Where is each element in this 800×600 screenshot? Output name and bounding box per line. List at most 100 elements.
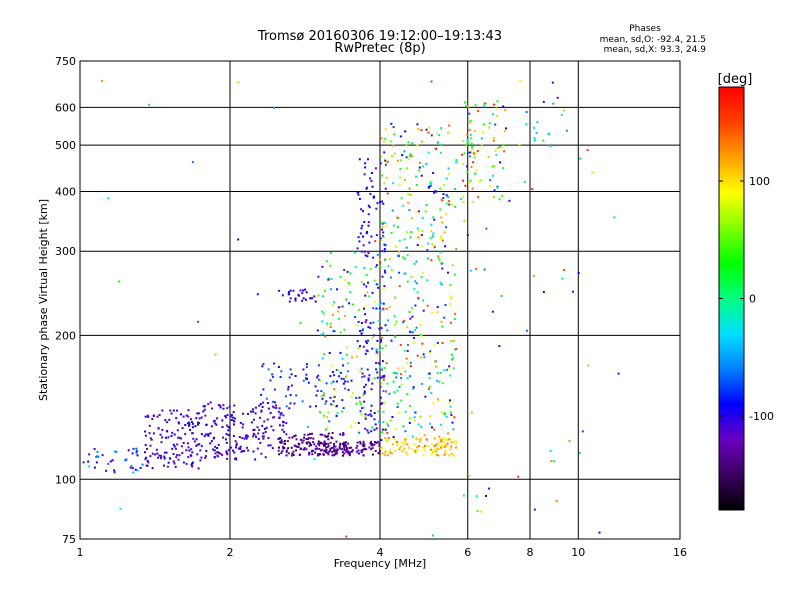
data-point [462,494,465,497]
data-point [433,344,436,347]
data-point [360,413,363,416]
data-point [371,453,374,456]
data-point [324,428,327,431]
data-point [419,440,422,443]
data-point [308,444,311,447]
data-point [447,271,449,274]
data-point [174,447,177,450]
data-point [345,535,348,538]
data-point [204,455,207,458]
data-point [295,394,298,397]
data-point [339,331,342,334]
data-point [323,440,326,443]
data-point [175,456,178,459]
data-point [394,323,397,326]
data-point [379,158,381,161]
data-point [359,402,362,405]
data-point [385,224,388,227]
data-point [146,414,149,417]
data-point [400,197,403,200]
data-point [176,409,178,412]
data-point [170,434,173,437]
data-point [460,198,463,201]
data-point [271,405,274,408]
data-point [152,414,155,417]
data-point [388,392,391,395]
data-point [330,288,333,291]
data-point [173,445,176,448]
data-point [185,462,188,465]
data-point [441,199,444,202]
data-point [96,455,99,458]
data-point [270,425,273,428]
data-point [326,260,329,263]
data-point [131,467,134,470]
data-point [255,435,257,438]
data-point [440,283,443,286]
data-point [335,452,338,455]
data-point [320,390,323,393]
data-point [430,259,433,262]
y-tick-label: 100 [55,473,76,486]
data-point [380,338,383,341]
data-point [281,441,284,444]
data-point [197,423,199,426]
data-point [252,450,255,453]
data-point [273,388,276,391]
data-point [414,280,417,283]
data-point [406,254,409,257]
data-point [325,382,328,385]
data-point [357,449,360,452]
data-point [278,417,281,419]
data-point [434,360,437,363]
data-point [358,308,360,311]
data-point [203,435,206,438]
data-point [257,437,260,440]
data-point [480,137,483,140]
data-point [360,250,363,253]
data-point [339,371,342,374]
data-point [384,137,387,140]
data-point [386,192,389,195]
data-point [455,446,457,449]
data-point [305,373,308,376]
data-point [344,375,347,378]
data-point [360,332,363,335]
data-point [487,155,490,158]
data-point [435,447,438,450]
data-point [188,449,191,452]
data-point [364,166,367,169]
data-point [311,297,313,300]
data-point [435,132,438,135]
data-point [258,404,261,407]
data-point [331,451,334,454]
data-point [315,445,318,448]
data-point [261,435,264,438]
data-point [343,444,346,447]
data-point [423,434,426,437]
data-point [446,439,449,442]
data-point [264,430,267,433]
data-point [370,180,373,182]
data-point [156,415,159,418]
data-point [439,187,442,190]
data-point [519,80,522,82]
data-point [115,450,118,453]
data-point [340,448,343,451]
data-point [376,253,379,256]
data-point [432,216,435,219]
data-point [339,433,342,436]
data-point [176,429,179,432]
data-point [430,230,433,233]
data-point [379,340,382,343]
data-point [302,297,305,300]
data-point [465,143,468,146]
data-point [141,463,144,466]
data-point [492,139,495,142]
colorbar-tick-label: 0 [749,293,756,306]
data-point [375,283,378,286]
data-point [359,330,362,332]
data-point [348,454,351,457]
data-point [469,179,472,182]
data-point [392,443,394,446]
